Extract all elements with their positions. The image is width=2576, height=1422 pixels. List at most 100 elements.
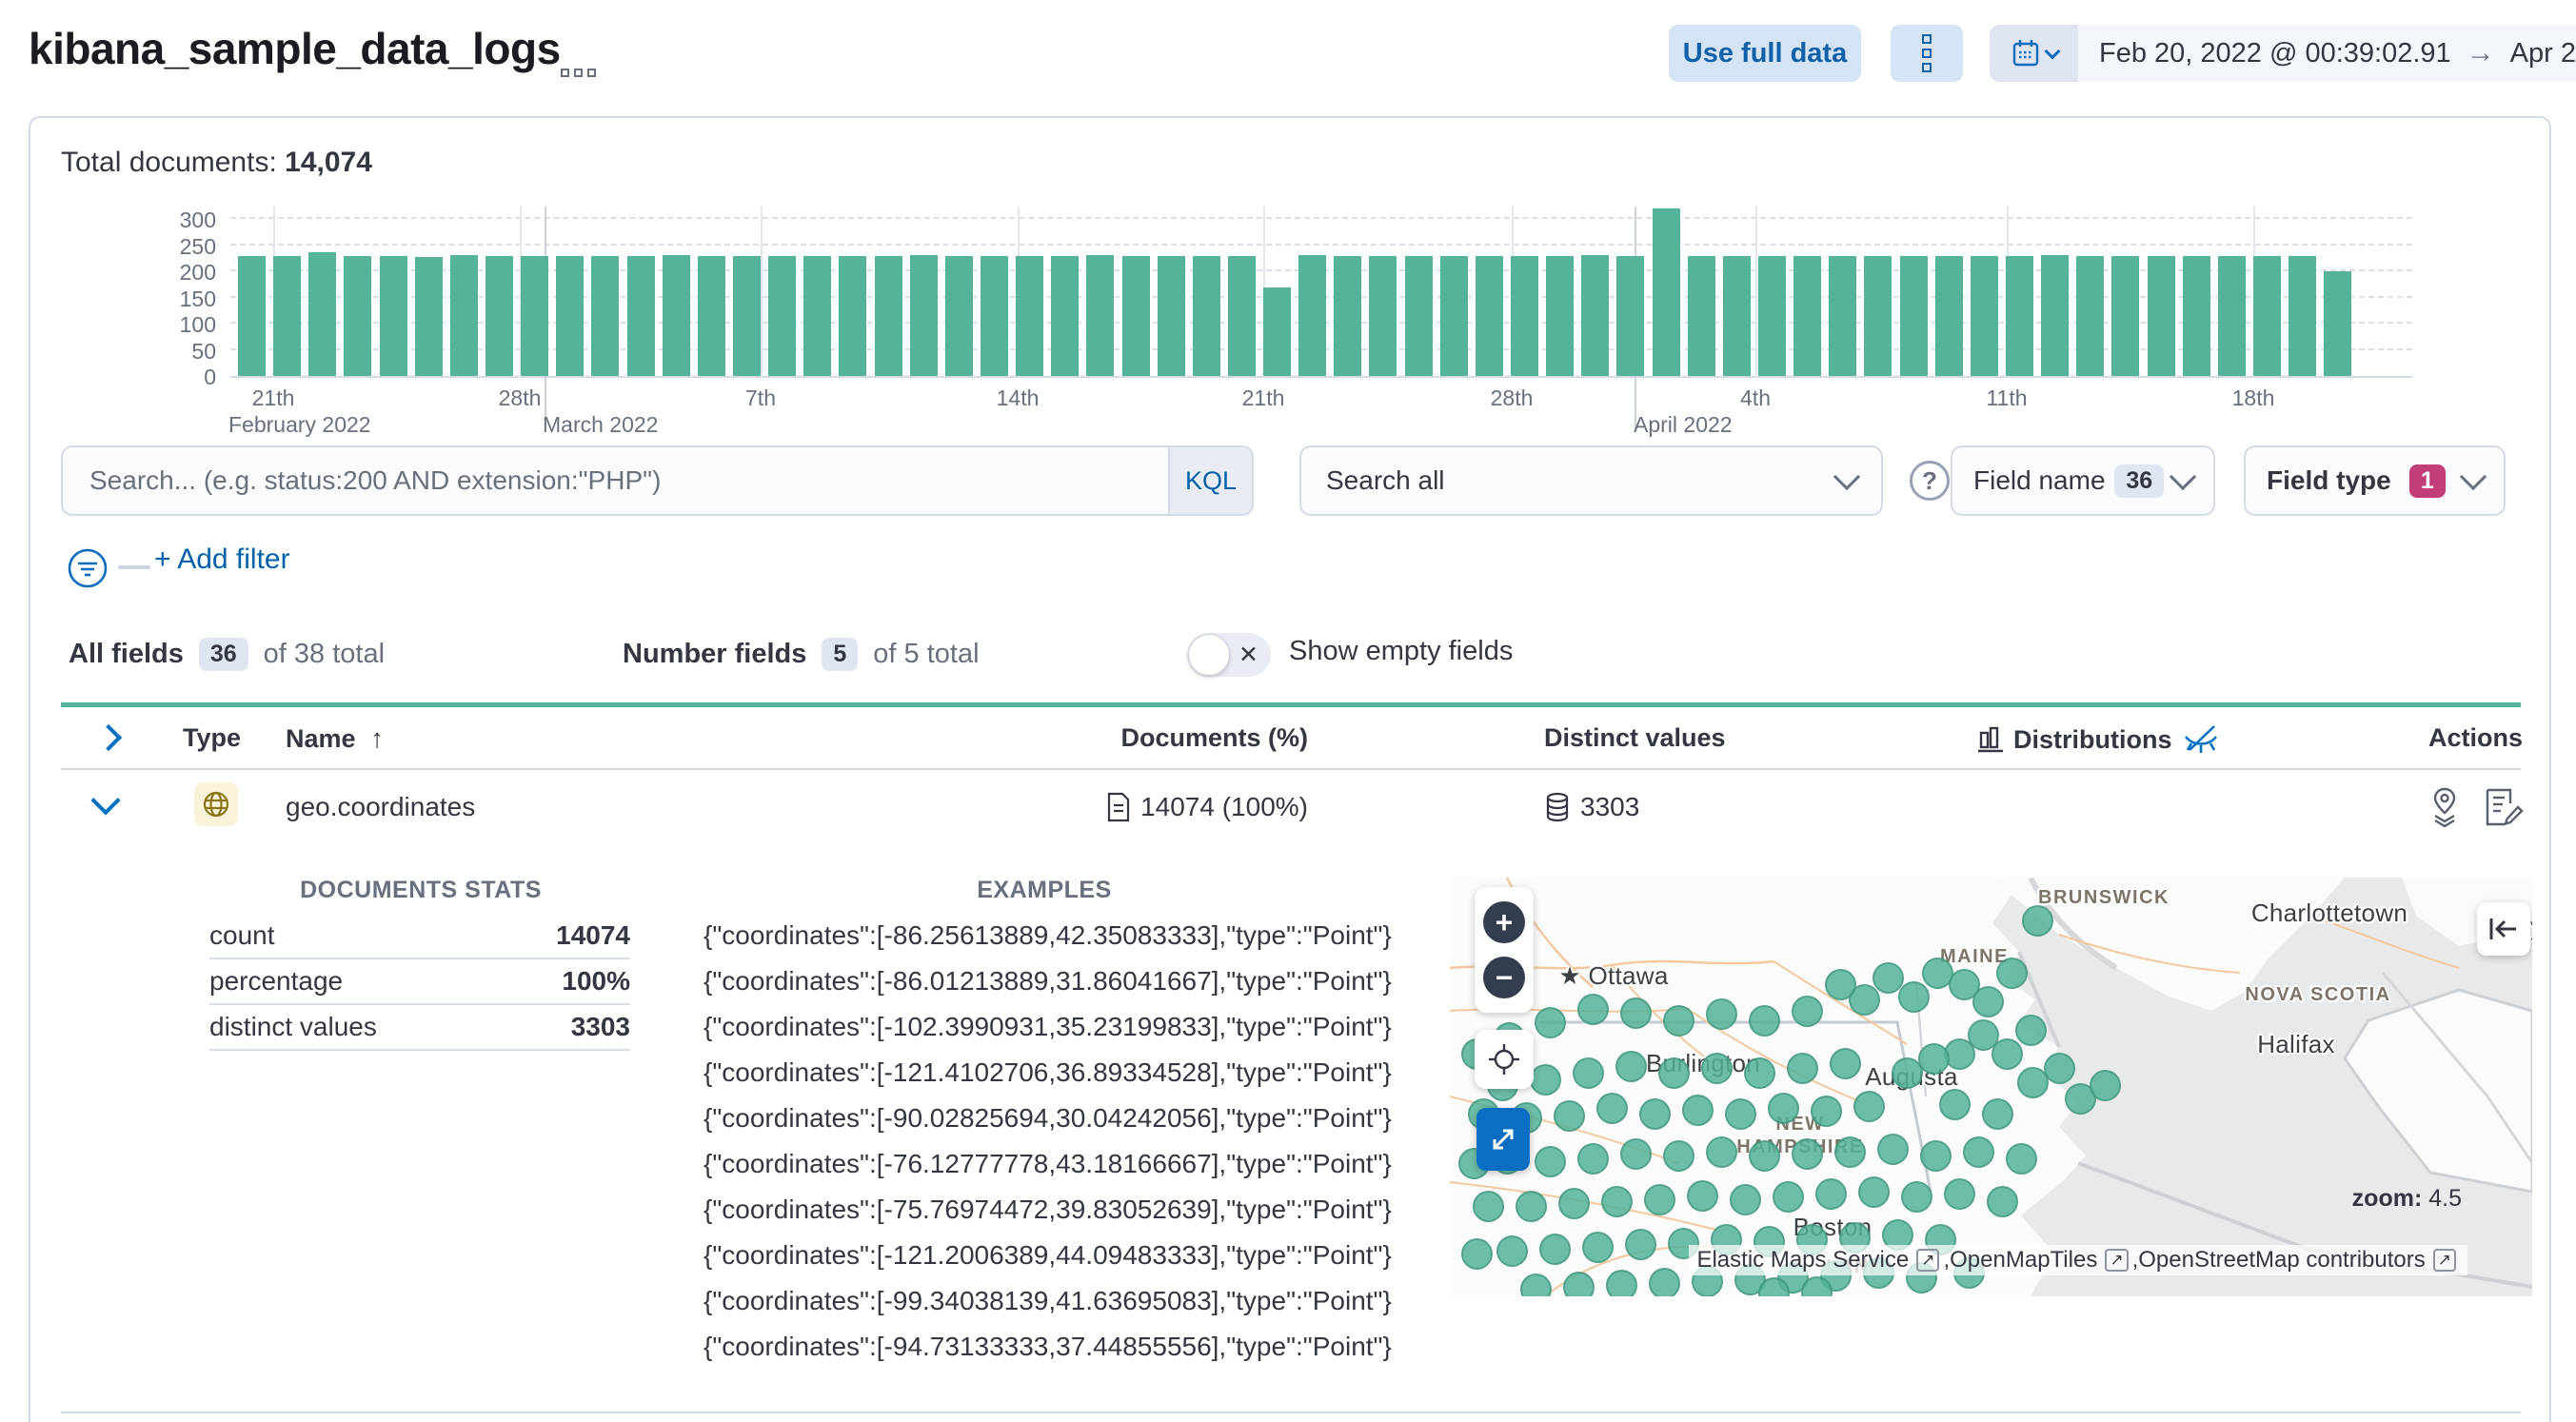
histogram-bar[interactable] — [1016, 256, 1044, 376]
histogram-bar[interactable] — [2217, 256, 2246, 376]
histogram-bar[interactable] — [238, 255, 266, 376]
histogram-bar[interactable] — [1192, 256, 1220, 376]
histogram-bar[interactable] — [344, 255, 372, 376]
histogram-bar[interactable] — [1546, 256, 1575, 376]
histogram-bar[interactable] — [556, 255, 585, 376]
histogram-bar[interactable] — [2182, 255, 2210, 376]
field-name-filter[interactable]: Field name 36 — [1951, 445, 2215, 516]
collapse-row-icon[interactable] — [90, 785, 121, 816]
histogram-bar[interactable] — [1475, 255, 1503, 376]
histogram-bar[interactable] — [414, 256, 443, 376]
title-more-icon[interactable] — [560, 69, 596, 77]
histogram-bar[interactable] — [1934, 256, 1963, 376]
histogram-bar[interactable] — [1616, 255, 1645, 376]
map-canvas[interactable] — [1450, 878, 2532, 1296]
histogram-bar[interactable] — [1758, 256, 1787, 376]
histogram-bar[interactable] — [1298, 254, 1327, 376]
filter-icon[interactable] — [66, 546, 109, 595]
histogram-bar[interactable] — [1227, 255, 1256, 376]
histogram-bar[interactable] — [944, 255, 973, 376]
histogram-bar[interactable] — [1157, 255, 1185, 376]
map-marker — [1620, 1138, 1652, 1170]
histogram-bar[interactable] — [449, 254, 478, 376]
histogram-bar[interactable] — [803, 256, 832, 376]
geo-map[interactable]: BRUNSWICK Charlottetown ★ Ottawa MAINE NOVA … — [1450, 878, 2532, 1296]
histogram-bar[interactable] — [1121, 255, 1150, 376]
search-scope-select[interactable]: Search all — [1299, 445, 1883, 516]
map-marker — [1658, 1057, 1690, 1089]
col-name[interactable]: Name ↑ — [286, 723, 385, 753]
expand-map-button[interactable] — [1476, 1108, 1530, 1171]
histogram-bar[interactable] — [521, 255, 549, 376]
attribution-link[interactable]: OpenStreetMap contributors — [2138, 1247, 2426, 1273]
histogram-bar[interactable] — [1581, 254, 1610, 376]
histogram-bar[interactable] — [2147, 255, 2175, 376]
histogram-bar[interactable] — [768, 255, 797, 376]
histogram-bar[interactable] — [697, 255, 725, 376]
fit-to-data-button[interactable] — [1475, 1030, 1534, 1089]
field-name-cell[interactable]: geo.coordinates — [286, 792, 476, 821]
use-full-data-button[interactable]: Use full data — [1669, 25, 1861, 82]
histogram-bar[interactable] — [874, 255, 902, 376]
collapse-legend-button[interactable] — [2477, 902, 2530, 956]
histogram-bar[interactable] — [2324, 271, 2352, 376]
attribution-link[interactable]: OpenMapTiles — [1950, 1247, 2098, 1273]
histogram-bar[interactable] — [2076, 256, 2105, 376]
histogram-bar[interactable] — [2252, 255, 2281, 376]
expand-all-icon[interactable] — [94, 723, 123, 752]
calendar-icon[interactable] — [1990, 25, 2078, 82]
field-type-filter[interactable]: Field type 1 — [2244, 445, 2506, 516]
histogram-bar[interactable] — [1439, 255, 1468, 376]
histogram-bar[interactable] — [1404, 256, 1433, 376]
zoom-out-button[interactable]: − — [1483, 957, 1525, 998]
date-picker[interactable]: Feb 20, 2022 @ 00:39:02.91 → Apr 2 — [1990, 25, 2576, 82]
histogram-bar[interactable] — [2006, 255, 2033, 376]
edit-field-action-icon[interactable] — [2482, 786, 2524, 833]
histogram-bar[interactable] — [732, 255, 761, 376]
histogram-bar[interactable] — [2111, 255, 2140, 376]
histogram-bar[interactable] — [662, 254, 690, 376]
boxes-vertical-icon[interactable] — [1891, 25, 1963, 82]
histogram-bar[interactable] — [591, 255, 620, 376]
histogram-bar[interactable] — [1511, 255, 1539, 376]
histogram-bar[interactable] — [485, 256, 513, 376]
map-marker — [1898, 981, 1930, 1013]
date-range-text[interactable]: Feb 20, 2022 @ 00:39:02.91 → Apr 2 — [2078, 25, 2576, 82]
view-on-map-action-icon[interactable] — [2425, 786, 2465, 833]
zoom-in-button[interactable]: + — [1483, 901, 1525, 943]
histogram-bar[interactable] — [1334, 255, 1362, 376]
histogram-bar[interactable] — [308, 252, 337, 376]
histogram-bar[interactable] — [1263, 286, 1292, 376]
help-icon[interactable]: ? — [1910, 461, 1950, 501]
histogram-bar[interactable] — [1652, 208, 1680, 376]
documents-histogram — [230, 207, 2412, 429]
histogram-bar[interactable] — [1793, 255, 1822, 376]
sort-asc-icon: ↑ — [370, 723, 385, 753]
search-input[interactable]: Search... (e.g. status:200 AND extension… — [61, 445, 1254, 516]
histogram-bar[interactable] — [1051, 255, 1080, 376]
histogram-bar[interactable] — [1970, 255, 1998, 376]
histogram-bar[interactable] — [1687, 255, 1715, 376]
histogram-bar[interactable] — [839, 255, 867, 376]
histogram-bar[interactable] — [2289, 255, 2317, 376]
histogram-bar[interactable] — [626, 256, 655, 376]
histogram-bar[interactable] — [1086, 254, 1115, 376]
eye-closed-icon[interactable] — [2182, 723, 2220, 756]
histogram-bar[interactable] — [379, 255, 407, 376]
histogram-bar[interactable] — [909, 254, 938, 376]
histogram-bar[interactable] — [980, 255, 1008, 376]
histogram-bar[interactable] — [1864, 255, 1892, 376]
histogram-bar[interactable] — [1369, 255, 1397, 376]
map-marker — [1520, 1274, 1552, 1296]
histogram-bar[interactable] — [1722, 255, 1751, 376]
map-marker — [1749, 1140, 1780, 1172]
histogram-bar[interactable] — [273, 256, 302, 376]
add-filter-button[interactable]: + Add filter — [154, 543, 290, 575]
map-attribution[interactable]: Elastic Maps Service ↗, OpenMapTiles ↗, Op… — [1689, 1245, 2467, 1275]
show-empty-fields-toggle[interactable]: ✕ — [1187, 633, 1271, 677]
attribution-link[interactable]: Elastic Maps Service — [1696, 1247, 1910, 1273]
kql-button[interactable]: KQL — [1168, 447, 1252, 514]
histogram-bar[interactable] — [2041, 254, 2070, 376]
histogram-bar[interactable] — [1829, 255, 1857, 376]
histogram-bar[interactable] — [1899, 255, 1928, 376]
